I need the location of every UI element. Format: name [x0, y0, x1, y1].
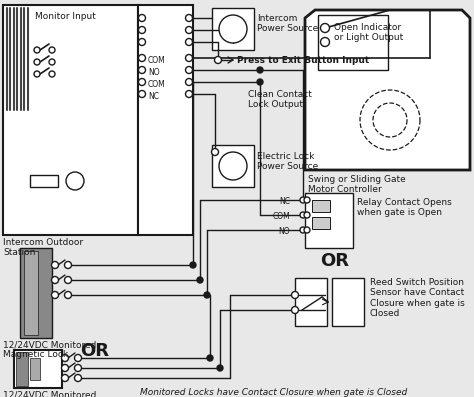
Bar — [212, 8, 254, 50]
Circle shape — [52, 262, 58, 268]
Circle shape — [64, 262, 72, 268]
Circle shape — [292, 306, 299, 314]
Text: Intercom
Power Source: Intercom Power Source — [257, 14, 318, 33]
Circle shape — [138, 67, 146, 73]
Bar — [24, 251, 38, 335]
Bar — [312, 200, 330, 212]
Text: COM: COM — [148, 56, 166, 65]
Circle shape — [138, 27, 146, 33]
Text: Relay Contact Opens
when gate is Open: Relay Contact Opens when gate is Open — [357, 198, 452, 218]
Circle shape — [304, 227, 310, 233]
Text: Press to Exit Button Input: Press to Exit Button Input — [237, 56, 369, 65]
Circle shape — [34, 59, 40, 65]
Circle shape — [304, 212, 310, 218]
Bar — [212, 145, 254, 187]
Text: NC: NC — [148, 92, 159, 101]
Text: Electric Lock
Power Source: Electric Lock Power Source — [257, 152, 318, 172]
Bar — [138, 5, 193, 235]
Text: Clean Contact
Lock Output: Clean Contact Lock Output — [248, 90, 312, 110]
Circle shape — [292, 291, 299, 299]
Circle shape — [300, 197, 306, 203]
Text: OR: OR — [81, 342, 109, 360]
Circle shape — [34, 47, 40, 53]
Circle shape — [62, 364, 69, 372]
Circle shape — [138, 39, 146, 46]
Bar — [318, 15, 388, 70]
Bar — [3, 5, 138, 235]
Text: Monitor Input: Monitor Input — [35, 12, 96, 21]
Bar — [332, 278, 364, 326]
Circle shape — [138, 91, 146, 98]
Text: COM: COM — [148, 80, 166, 89]
Circle shape — [219, 15, 247, 43]
Bar — [312, 217, 330, 229]
Bar — [20, 248, 52, 338]
Circle shape — [185, 39, 192, 46]
Circle shape — [74, 355, 82, 362]
Circle shape — [49, 71, 55, 77]
Circle shape — [49, 59, 55, 65]
Circle shape — [52, 291, 58, 299]
Bar — [30, 175, 58, 187]
Circle shape — [74, 364, 82, 372]
Circle shape — [34, 71, 40, 77]
Circle shape — [185, 91, 192, 98]
Text: Swing or Sliding Gate
Motor Controller: Swing or Sliding Gate Motor Controller — [308, 175, 406, 195]
Circle shape — [304, 197, 310, 203]
Circle shape — [217, 365, 223, 371]
Circle shape — [185, 67, 192, 73]
Text: Intercom Outdoor
Station: Intercom Outdoor Station — [3, 238, 83, 257]
Circle shape — [62, 374, 69, 382]
Text: NO: NO — [148, 68, 160, 77]
Text: NO: NO — [278, 227, 290, 236]
Bar — [16, 352, 28, 386]
Circle shape — [320, 23, 329, 33]
Bar — [14, 350, 62, 388]
Circle shape — [207, 355, 213, 361]
Circle shape — [219, 152, 247, 180]
Bar — [305, 193, 353, 248]
Text: Open Indicator
or Light Output: Open Indicator or Light Output — [334, 23, 403, 42]
Circle shape — [300, 227, 306, 233]
Circle shape — [185, 27, 192, 33]
Circle shape — [49, 47, 55, 53]
Circle shape — [64, 276, 72, 283]
Circle shape — [185, 79, 192, 85]
Circle shape — [257, 79, 263, 85]
Circle shape — [64, 291, 72, 299]
Text: Reed Switch Position
Sensor have Contact
Closure when gate is
Closed: Reed Switch Position Sensor have Contact… — [370, 278, 465, 318]
Circle shape — [215, 56, 221, 64]
Circle shape — [66, 172, 84, 190]
Bar — [30, 358, 40, 380]
Text: COM: COM — [272, 212, 290, 221]
Polygon shape — [305, 10, 470, 170]
Circle shape — [62, 355, 69, 362]
Bar — [295, 278, 327, 326]
Text: 12/24VDC Monitored
Electric Strike Lock: 12/24VDC Monitored Electric Strike Lock — [3, 390, 96, 397]
Circle shape — [320, 37, 329, 46]
Circle shape — [211, 148, 219, 156]
Circle shape — [74, 374, 82, 382]
Circle shape — [138, 54, 146, 62]
Circle shape — [138, 79, 146, 85]
Text: Monitored Locks have Contact Closure when gate is Closed: Monitored Locks have Contact Closure whe… — [140, 388, 407, 397]
Circle shape — [52, 276, 58, 283]
Circle shape — [185, 15, 192, 21]
Circle shape — [185, 54, 192, 62]
Circle shape — [197, 277, 203, 283]
Circle shape — [204, 292, 210, 298]
Circle shape — [190, 262, 196, 268]
Circle shape — [300, 212, 306, 218]
Circle shape — [257, 67, 263, 73]
Text: OR: OR — [320, 252, 349, 270]
Text: 12/24VDC Monitored
Magnetic Lock: 12/24VDC Monitored Magnetic Lock — [3, 340, 96, 359]
Circle shape — [138, 15, 146, 21]
Text: NC: NC — [279, 197, 290, 206]
